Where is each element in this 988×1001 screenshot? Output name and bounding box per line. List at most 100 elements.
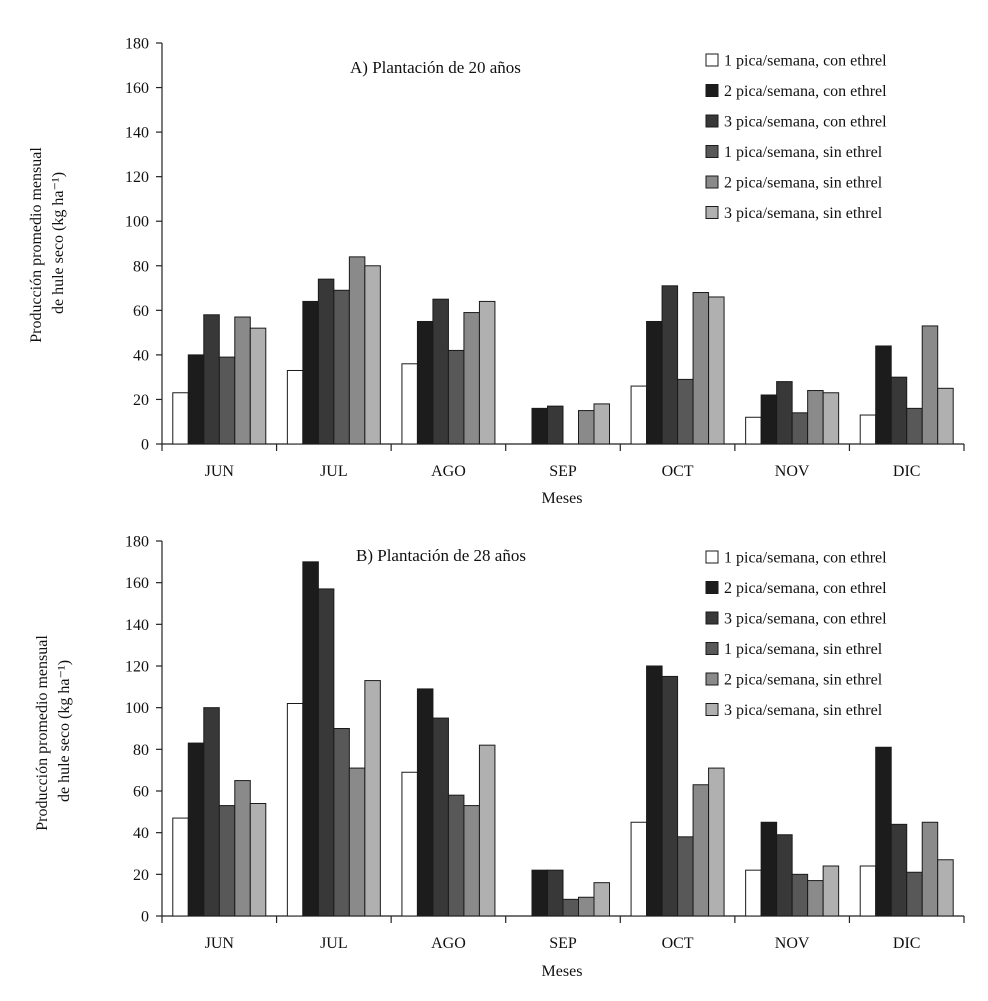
bar [578,410,595,445]
bar [333,289,350,445]
bar [791,412,809,445]
bar [745,869,762,917]
y-tick-label: 40 [133,347,149,364]
bar [364,265,381,445]
y-tick-label: 60 [133,303,149,320]
legend-label: 2 pica/semana, sin ethrel [724,672,883,689]
legend-label: 1 pica/semana, con ethrel [724,53,887,70]
bar [187,742,205,917]
bar [906,871,923,917]
legend-label: 3 pica/semana, sin ethrel [724,205,883,222]
legend-label: 2 pica/semana, con ethrel [724,83,887,100]
y-tick-label: 120 [125,169,149,186]
y-tick-label: 180 [125,36,149,53]
x-tick-label: AGO [431,463,466,480]
legend-label: 3 pica/semana, con ethrel [724,114,887,131]
bar [249,803,267,917]
bar [646,665,663,917]
bar [937,387,954,445]
legend-label: 2 pica/semana, sin ethrel [724,175,883,192]
chart-title: A) Plantación de 20 años [350,58,521,77]
legend-swatch [705,53,719,67]
bar [432,717,449,917]
y-tick-label: 20 [133,867,149,884]
x-tick-label: JUL [320,463,348,480]
legend-swatch [705,84,719,97]
legend: 1 pica/semana, con ethrel 2 pica/semana, … [705,550,887,719]
bar [708,296,725,445]
y-tick-label: 180 [125,534,149,551]
bar [348,767,366,917]
bar [807,390,824,445]
bar [317,278,335,445]
y-tick-label: 140 [125,617,149,634]
bar [822,865,840,917]
y-axis-label: Producción promedio mensual de hule seco… [34,631,73,831]
bar [187,354,205,445]
x-tick-label: DIC [893,935,921,952]
bar [234,780,251,917]
x-tick-label: SEP [549,935,577,952]
x-tick-label: NOV [775,935,810,952]
bar [463,805,480,917]
chart-title: B) Plantación de 28 años [356,546,526,565]
bar [547,405,564,445]
bar [286,703,304,917]
legend-swatch [705,581,719,594]
bar [630,385,648,445]
bar [890,376,908,445]
bar [661,285,679,445]
bar [890,823,908,917]
y-tick-label: 0 [141,909,149,926]
bar [677,836,694,917]
bar [807,880,824,917]
x-axis-label: Meses [542,963,583,980]
bar [593,403,610,445]
y-tick-label: 160 [125,575,149,592]
bar [822,392,840,445]
bar [416,320,434,445]
bar [218,356,236,445]
bar [447,349,465,445]
y-axis-label-line-1: Producción promedio mensual [34,635,51,831]
x-tick-label: NOV [775,463,810,480]
bar [401,363,418,445]
bar [859,865,877,917]
legend-swatch [705,611,719,625]
y-tick-label: 40 [133,825,149,842]
legend-swatch [705,175,719,189]
bar [776,381,793,445]
bar [692,292,710,445]
legend-swatch [705,114,719,128]
bar [478,300,496,445]
bar [348,256,366,445]
x-tick-label: JUN [205,935,235,952]
bar [302,561,319,917]
bar [234,316,251,445]
bar [875,746,892,917]
x-tick-label: AGO [431,935,466,952]
y-tick-label: 60 [133,784,149,801]
y-tick-label: 80 [133,742,149,759]
bar [317,588,335,917]
bar [172,817,189,917]
y-axis-label-line-1: Producción promedio mensual [28,147,45,343]
bar [906,407,923,445]
bar [531,407,548,445]
legend-label: 3 pica/semana, sin ethrel [724,702,883,719]
bar [531,869,548,917]
legend-swatch [705,550,719,564]
bar [630,821,648,917]
legend-label: 3 pica/semana, con ethrel [724,611,887,628]
y-tick-label: 20 [133,392,149,409]
y-tick-label: 80 [133,258,149,275]
y-axis-label-line-2: de hule seco (kg ha⁻¹) [56,660,73,802]
bar [463,312,480,445]
legend: 1 pica/semana, con ethrel 2 pica/semana, … [705,53,887,222]
bar [677,378,694,445]
bar [302,300,319,445]
bar [401,771,418,917]
x-tick-label: DIC [893,463,921,480]
bar [364,680,381,917]
bar [432,298,449,445]
